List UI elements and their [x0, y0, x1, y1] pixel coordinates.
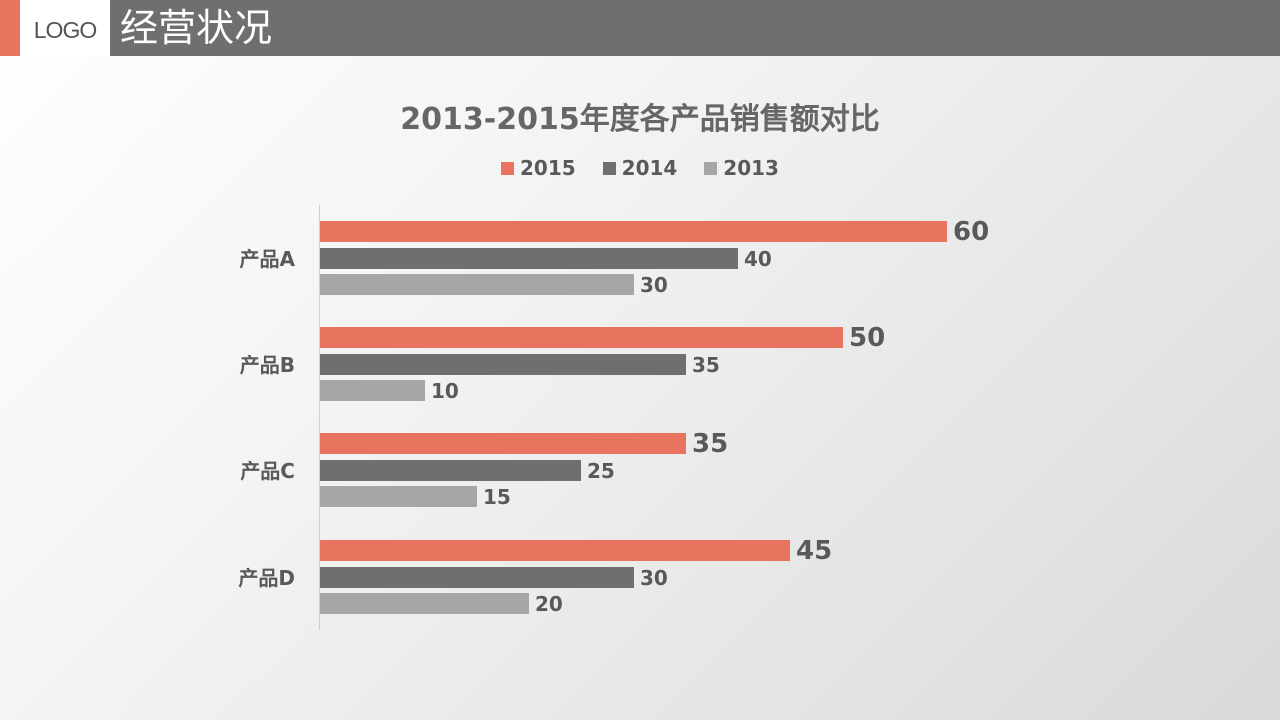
bar-2014	[320, 567, 634, 588]
category-label: 产品B	[239, 353, 295, 377]
legend-item-2013: 2013	[704, 156, 779, 180]
page-title: 经营状况	[120, 6, 273, 50]
category-label: 产品D	[238, 566, 295, 590]
data-label: 30	[640, 273, 668, 297]
legend-swatch	[602, 162, 616, 175]
bar-2015	[320, 433, 686, 454]
header-accent-bar	[0, 0, 20, 56]
category-label: 产品A	[239, 247, 295, 271]
bar-2013	[320, 380, 425, 401]
legend-label: 2013	[723, 156, 779, 180]
legend-label: 2015	[520, 156, 576, 180]
category-label: 产品C	[240, 459, 295, 483]
data-label: 20	[535, 592, 563, 616]
title-bar: 经营状况	[110, 0, 1280, 56]
data-label: 40	[744, 247, 772, 271]
bar-2013	[320, 486, 477, 507]
data-label: 50	[849, 323, 886, 353]
bar-2014	[320, 354, 686, 375]
legend-swatch	[704, 162, 718, 175]
data-label: 60	[953, 217, 990, 247]
bar-2014	[320, 248, 738, 269]
bar-2015	[320, 540, 790, 561]
chart-legend: 2015 2014 2013	[0, 156, 1280, 180]
legend-label: 2014	[621, 156, 678, 180]
data-label: 45	[796, 536, 833, 566]
logo: LOGO	[20, 0, 110, 56]
category-axis-line	[319, 205, 320, 630]
data-label: 35	[692, 353, 720, 377]
data-label: 25	[587, 459, 615, 483]
data-label: 30	[640, 566, 668, 590]
legend-item-2014: 2014	[602, 156, 678, 180]
data-label: 10	[431, 379, 459, 403]
chart-title: 2013-2015年度各产品销售额对比	[400, 102, 880, 137]
bar-2013	[320, 593, 529, 614]
slide-header: LOGO 经营状况	[0, 0, 1280, 56]
bar-2014	[320, 460, 581, 481]
legend-swatch	[501, 162, 515, 175]
legend-item-2015: 2015	[501, 156, 576, 180]
data-label: 15	[483, 485, 511, 509]
bar-2015	[320, 221, 947, 242]
bar-2015	[320, 327, 843, 348]
bar-2013	[320, 274, 634, 295]
data-label: 35	[692, 429, 729, 459]
